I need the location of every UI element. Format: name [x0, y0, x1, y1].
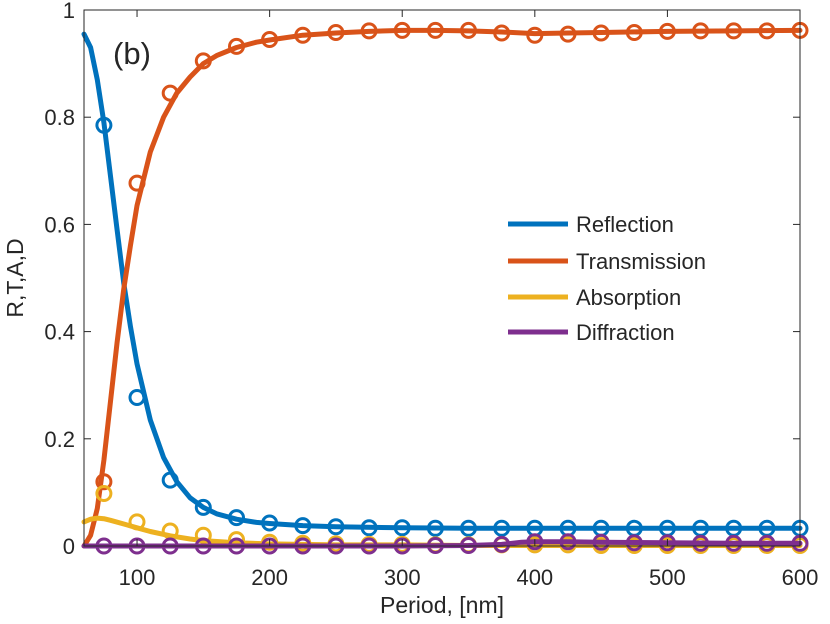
transmission-point: [758, 22, 776, 40]
reflection-point: [261, 514, 279, 532]
diffraction-point: [493, 535, 511, 553]
diffraction-point: [758, 534, 776, 552]
transmission-point: [559, 25, 577, 43]
y-axis-label: R,T,A,D: [2, 238, 28, 317]
transmission-point: [725, 22, 743, 40]
diffraction-point: [692, 534, 710, 552]
x-tick-label: 400: [516, 565, 553, 590]
diffraction-point: [725, 534, 743, 552]
y-tick-label: 0.6: [44, 212, 75, 237]
legend-label-transmission: Transmission: [576, 249, 706, 274]
reflection-point: [128, 389, 146, 406]
reflection-point: [327, 518, 345, 536]
transmission-point: [526, 26, 544, 44]
transmission-point: [393, 21, 411, 39]
transmission-point: [360, 22, 378, 40]
reflection-point: [426, 519, 444, 537]
panel-label: (b): [113, 36, 151, 71]
transmission-line: [81, 27, 803, 549]
absorption-point: [128, 513, 146, 531]
transmission-point: [592, 24, 610, 42]
y-tick-label: 0.4: [44, 320, 75, 345]
transmission-point: [194, 52, 212, 70]
y-tick-label: 1: [63, 0, 75, 23]
y-tick-label: 0.2: [44, 427, 75, 452]
x-tick-label: 200: [251, 565, 288, 590]
reflection-point: [460, 519, 477, 537]
reflection-point: [493, 519, 511, 537]
transmission-point: [460, 21, 477, 39]
reflection-point: [161, 471, 179, 489]
transmission-point: [294, 26, 312, 44]
diffraction-point: [625, 534, 643, 552]
x-tick-label: 500: [649, 565, 686, 590]
reflection-point: [393, 519, 411, 537]
series-reflection: [81, 31, 809, 537]
x-tick-label: 100: [119, 565, 156, 590]
ticks-layer: 100 200 300 400 500 600 0 0.2 0.4 0.6 0.8 1: [44, 0, 818, 590]
plot-area: [84, 10, 800, 546]
transmission-point: [625, 24, 643, 41]
transmission-point: [493, 24, 511, 42]
transmission-point: [128, 174, 146, 192]
absorption-point: [194, 526, 212, 544]
reflection-point: [194, 498, 212, 516]
transmission-point: [426, 21, 444, 39]
reflection-point: [360, 519, 378, 537]
x-tick-label: 600: [782, 565, 819, 590]
diffraction-point: [658, 534, 676, 552]
transmission-point: [692, 22, 710, 40]
y-tick-label: 0.8: [44, 105, 75, 130]
x-axis-label: Period, [nm]: [380, 592, 504, 618]
diffraction-point: [526, 533, 544, 551]
transmission-point: [228, 37, 245, 55]
legend-label-reflection: Reflection: [576, 212, 674, 237]
legend: Reflection Transmission Absorption Diffr…: [508, 212, 706, 345]
x-tick-label: 300: [384, 565, 421, 590]
diffraction-point: [559, 533, 577, 551]
transmission-point: [327, 24, 345, 41]
transmission-point: [161, 84, 179, 102]
transmission-point: [95, 473, 113, 491]
reflection-point: [294, 517, 312, 535]
reflection-point: [228, 509, 245, 527]
diffraction-point: [592, 533, 610, 551]
reflection-line: [81, 31, 803, 531]
plot-frame: [83, 9, 801, 547]
y-tick-label: 0: [63, 534, 75, 559]
absorption-point: [95, 485, 113, 502]
transmission-point: [658, 22, 676, 40]
legend-label-absorption: Absorption: [576, 285, 681, 310]
reflection-point: [95, 116, 113, 134]
transmission-point: [261, 31, 279, 48]
legend-label-diffraction: Diffraction: [576, 320, 675, 345]
